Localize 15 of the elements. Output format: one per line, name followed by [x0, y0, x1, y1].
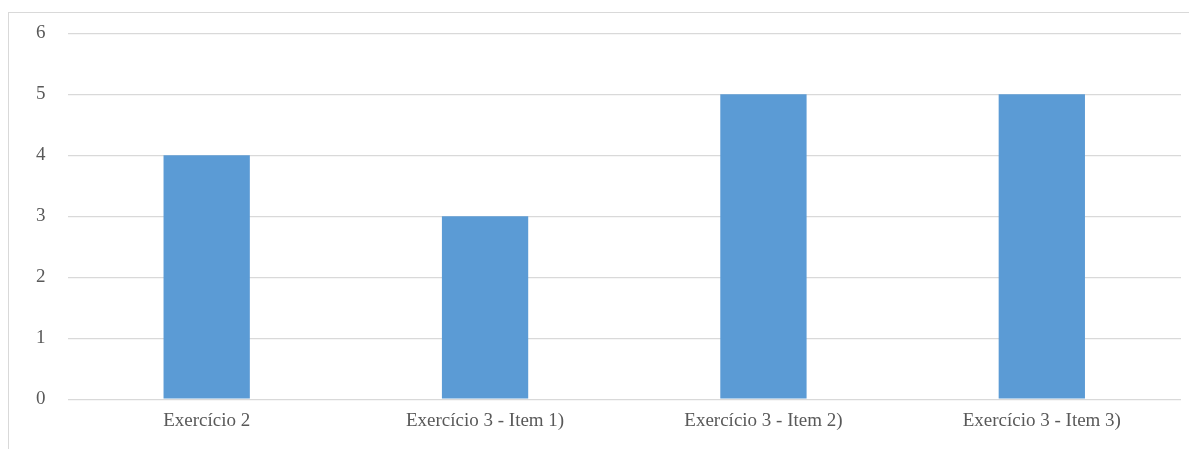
y-tick-label: 3 — [36, 204, 46, 226]
y-tick-label: 0 — [36, 387, 46, 409]
bar — [163, 155, 250, 399]
y-tick-label: 1 — [36, 326, 46, 348]
y-tick-label: 5 — [36, 82, 46, 104]
x-tick-label: Exercício 3 - Item 2) — [684, 408, 843, 431]
x-tick-label: Exercício 2 — [163, 408, 251, 430]
x-tick-label: Exercício 3 - Item 3) — [962, 408, 1121, 431]
bar — [720, 94, 807, 399]
bar — [441, 216, 529, 399]
y-tick-label: 6 — [36, 21, 46, 43]
y-tick-label: 2 — [36, 265, 46, 287]
y-tick-label: 4 — [36, 143, 46, 165]
x-tick-label: Exercício 3 - Item 1) — [405, 408, 565, 431]
bar — [998, 94, 1085, 399]
